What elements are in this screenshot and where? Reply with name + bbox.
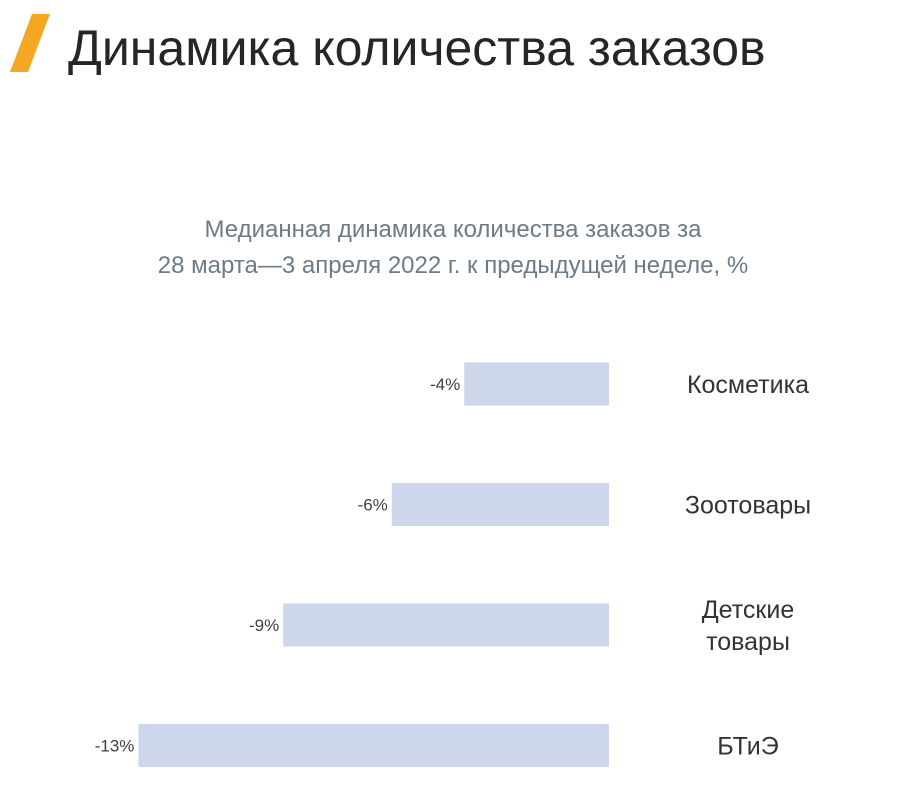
category-label-2-line-1: товары xyxy=(706,628,790,656)
slide-title: Динамика количества заказов xyxy=(68,20,766,76)
category-label-2-line-0: Детские xyxy=(702,596,794,624)
bar-3 xyxy=(138,724,609,767)
category-label-0: Косметика xyxy=(687,371,809,399)
bar-2 xyxy=(283,603,609,647)
category-label-1: Зоотовары xyxy=(685,492,811,520)
category-label-3: БТиЭ xyxy=(717,733,778,761)
value-label-2: -9% xyxy=(249,616,279,635)
chart-title-line-1: Медианная динамика количества заказов за xyxy=(204,216,702,243)
value-label-0: -4% xyxy=(430,375,460,394)
value-label-3: -13% xyxy=(95,737,135,756)
chart-title: Медианная динамика количества заказов за… xyxy=(0,212,906,284)
bar-1 xyxy=(391,483,609,526)
bar-0 xyxy=(464,362,609,406)
title-accent-mark xyxy=(10,14,50,72)
value-label-1: -6% xyxy=(358,496,388,515)
chart-title-line-2: 28 марта—3 апреля 2022 г. к предыдущей н… xyxy=(157,252,749,279)
